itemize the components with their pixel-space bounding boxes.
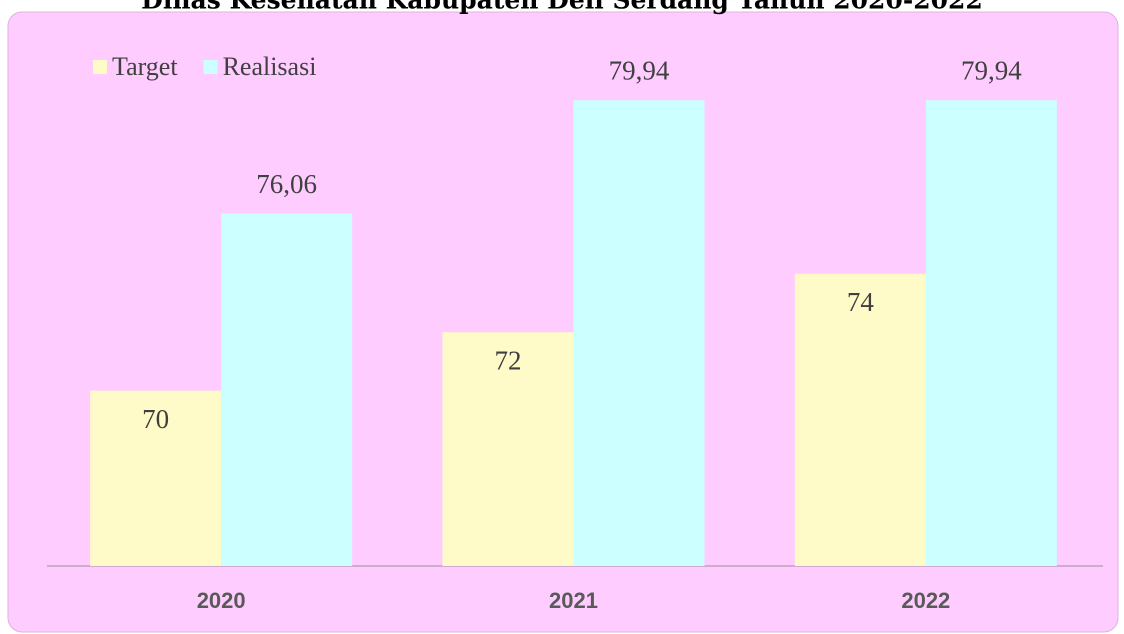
data-label: 76,06 (256, 169, 317, 199)
bar (442, 332, 574, 566)
legend-label: Realisasi (223, 52, 317, 81)
data-label: 74 (847, 287, 875, 317)
legend-swatch (93, 60, 107, 74)
bar (573, 100, 705, 566)
legend-label: Target (112, 52, 178, 81)
x-tick-label: 2020 (197, 588, 246, 613)
data-label: 70 (142, 404, 169, 434)
x-tick-label: 2022 (901, 588, 950, 613)
legend-swatch (203, 60, 218, 74)
bar (90, 390, 222, 566)
x-tick-label: 2021 (549, 588, 598, 613)
bar (221, 213, 353, 566)
data-label: 79,94 (609, 55, 670, 85)
bar (794, 273, 926, 566)
data-label: 72 (495, 345, 522, 375)
bar (925, 100, 1057, 566)
chart-title: Dinas Kesehatan Kabupaten Deli Serdang T… (141, 0, 983, 15)
data-label: 79,94 (961, 55, 1022, 85)
